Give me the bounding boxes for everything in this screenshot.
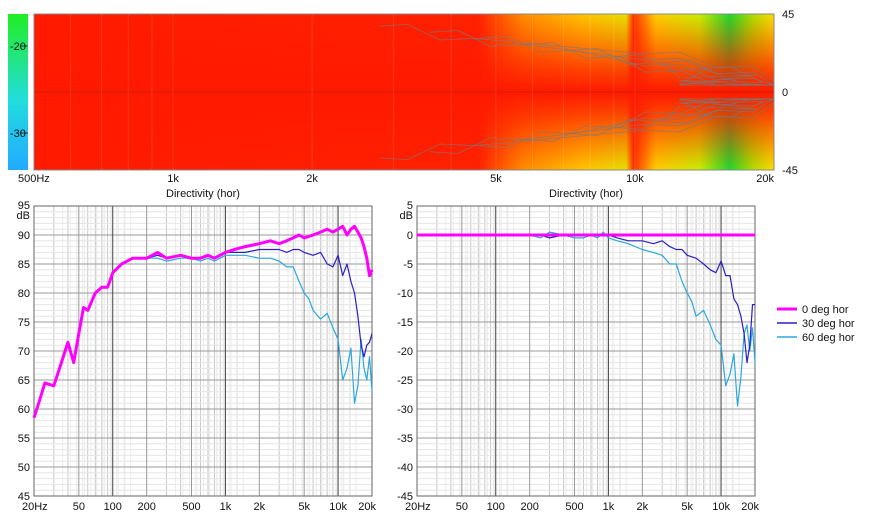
x-tick-label: 20Hz bbox=[405, 501, 431, 513]
y-tick-label: 85 bbox=[18, 259, 30, 271]
x-tick-label: 50 bbox=[73, 501, 85, 513]
y-tick-label: 65 bbox=[18, 375, 30, 387]
heatmap-x-tick-label: 2k bbox=[306, 173, 318, 185]
y-tick-label: 90 bbox=[18, 230, 30, 242]
y-tick-label: -5 bbox=[403, 259, 413, 271]
x-tick-label: 500 bbox=[182, 501, 200, 513]
x-tick-label: 5k bbox=[298, 501, 310, 513]
x-tick-label: 5k bbox=[681, 501, 693, 513]
y-tick-label: 0 bbox=[407, 230, 413, 242]
heatmap-x-tick-label: 10k bbox=[626, 173, 644, 185]
y-tick-label: 5 bbox=[407, 200, 413, 212]
y-tick-label: 70 bbox=[18, 346, 30, 358]
x-tick-label: 200 bbox=[520, 501, 538, 513]
colorbar-tick-label: -30 bbox=[10, 128, 26, 140]
heatmap-x-tick-label: 5k bbox=[490, 173, 502, 185]
x-tick-label: 10k bbox=[329, 501, 347, 513]
heatmap-contour bbox=[429, 98, 775, 154]
x-tick-label: 2k bbox=[254, 501, 266, 513]
x-tick-label: 10k bbox=[712, 501, 730, 513]
y-tick-label: 95 bbox=[18, 200, 30, 212]
heatmap-x-tick-label: 500Hz bbox=[18, 173, 50, 185]
y-axis-label: dB bbox=[17, 210, 30, 222]
legend-label: 60 deg hor bbox=[802, 332, 855, 344]
series-0-deg-hor bbox=[32, 224, 374, 419]
y-tick-label: 80 bbox=[18, 288, 30, 300]
y-tick-label: 60 bbox=[18, 404, 30, 416]
heatmap-contour bbox=[379, 102, 775, 161]
chart-title: Directivity (hor) bbox=[166, 188, 240, 200]
colorbar bbox=[8, 14, 28, 170]
x-tick-label: 100 bbox=[487, 501, 505, 513]
legend: 0 deg hor 30 deg hor 60 deg hor bbox=[777, 304, 855, 344]
heatmap-y-tick-label: 45 bbox=[782, 9, 794, 21]
plot-frame bbox=[416, 205, 756, 497]
heatmap-contour bbox=[679, 66, 774, 86]
y-tick-label: 55 bbox=[18, 433, 30, 445]
x-tick-label: 100 bbox=[104, 501, 122, 513]
y-tick-label: -45 bbox=[397, 491, 413, 503]
heatmap-y-tick-label: -45 bbox=[782, 165, 798, 177]
chart-title: Directivity (hor) bbox=[549, 188, 623, 200]
heatmap-x-tick-label: 20k bbox=[756, 173, 774, 185]
heatmap-x-tick-label: 1k bbox=[167, 173, 179, 185]
x-tick-label: 200 bbox=[137, 501, 155, 513]
y-tick-label: -20 bbox=[397, 346, 413, 358]
x-tick-label: 20k bbox=[741, 501, 759, 513]
heatmap-contour bbox=[479, 98, 775, 148]
y-tick-label: 75 bbox=[18, 317, 30, 329]
x-tick-label: 1k bbox=[603, 501, 615, 513]
series-60-deg-hor bbox=[417, 231, 756, 407]
y-tick-label: -10 bbox=[397, 288, 413, 300]
heatmap-contour bbox=[479, 36, 775, 86]
x-tick-label: 20Hz bbox=[22, 501, 48, 513]
x-tick-label: 2k bbox=[637, 501, 649, 513]
y-tick-label: -40 bbox=[397, 462, 413, 474]
colorbar-tick-label: -20 bbox=[10, 41, 26, 53]
legend-label: 30 deg hor bbox=[802, 318, 855, 330]
legend-label: 0 deg hor bbox=[802, 304, 849, 316]
x-tick-label: 20k bbox=[358, 501, 376, 513]
heatmap-contour bbox=[613, 54, 774, 86]
heatmap-contour bbox=[569, 48, 774, 86]
directivity-map: -20 -30 500Hz 1k 2k 5k 10k 20k 45 0 -45 bbox=[8, 9, 798, 185]
y-tick-label: -15 bbox=[397, 317, 413, 329]
y-axis-label: dB bbox=[400, 210, 413, 222]
heatmap-contour bbox=[379, 23, 775, 82]
y-tick-label: -30 bbox=[397, 404, 413, 416]
heatmap-contour bbox=[429, 30, 775, 86]
heatmap-y-tick-label: 0 bbox=[782, 87, 788, 99]
x-tick-label: 50 bbox=[456, 501, 468, 513]
heatmap-frame bbox=[33, 13, 775, 171]
normalized-plot: Directivity (hor)dB50-5-10-15-20-25-30-3… bbox=[397, 188, 759, 513]
y-tick-label: 45 bbox=[18, 491, 30, 503]
x-tick-label: 500 bbox=[565, 501, 583, 513]
x-tick-label: 1k bbox=[220, 501, 232, 513]
y-tick-label: -25 bbox=[397, 375, 413, 387]
y-tick-label: -35 bbox=[397, 433, 413, 445]
heatmap-contour bbox=[679, 98, 774, 118]
plot-frame bbox=[33, 205, 373, 497]
heatmap-contour bbox=[569, 98, 774, 136]
heatmap-contour bbox=[613, 98, 774, 130]
y-tick-label: 50 bbox=[18, 462, 30, 474]
